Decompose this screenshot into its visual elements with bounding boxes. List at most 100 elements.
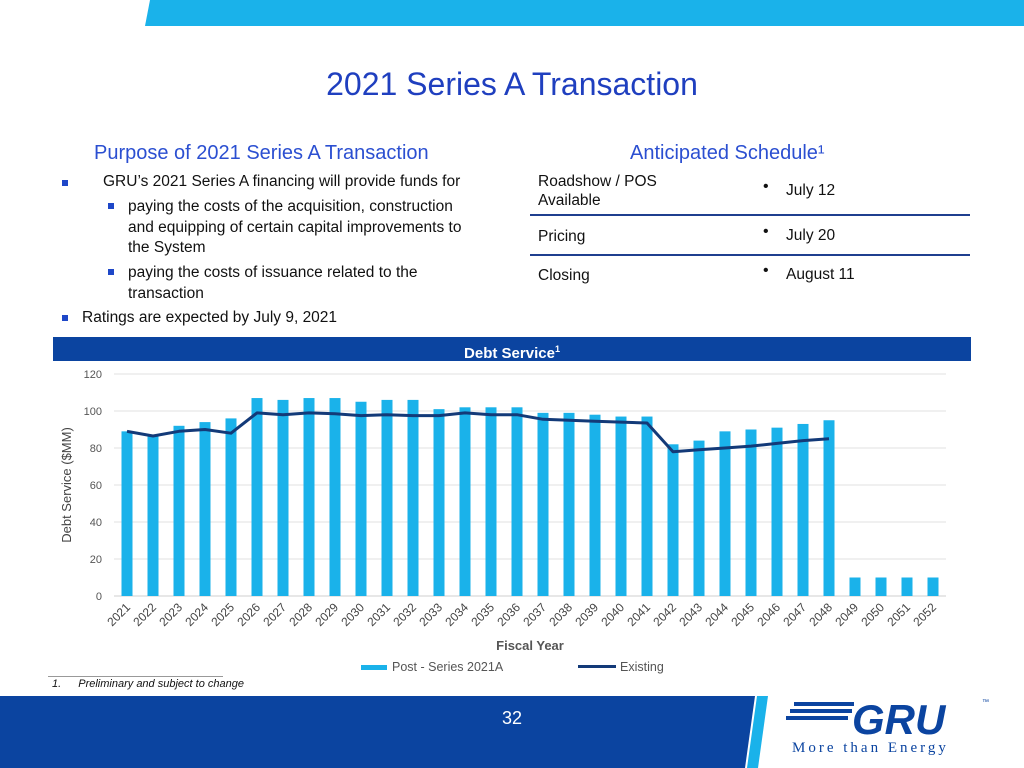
bar [355,401,367,596]
bar [225,418,237,596]
logo-tm: ™ [982,699,989,706]
x-tick-label: 2048 [806,600,835,629]
x-tick-label: 2045 [728,600,757,629]
bar [797,423,809,596]
bullet-dot-icon: • [763,178,769,195]
bar [563,412,575,596]
x-tick-label: 2042 [650,600,679,629]
y-tick-label: 40 [90,517,102,529]
x-tick-label: 2036 [494,600,523,629]
x-tick-label: 2029 [312,600,341,629]
slide-title: 2021 Series A Transaction [326,66,698,102]
logo-tagline: More than Energy [792,740,949,756]
schedule-row: Pricing • July 20 [530,216,970,256]
y-axis-label: Debt Service ($MM) [59,427,74,543]
page-number: 32 [501,708,523,728]
schedule-date: August 11 [786,266,855,283]
bottom-accent-band [0,696,768,768]
bar [485,407,497,596]
schedule-heading: Anticipated Schedule¹ [630,142,825,164]
bar [745,429,757,596]
x-tick-label: 2034 [442,600,471,629]
x-tick-label: 2027 [260,600,289,629]
y-tick-label: 20 [90,554,102,566]
bullet-dot-icon: • [763,223,769,240]
purpose-bullet-1: GRU’s 2021 Series A financing will provi… [103,173,461,190]
bar [433,409,445,596]
bar [589,414,601,596]
bar [719,431,731,596]
chart-title-bar: Debt Service1 [53,337,971,362]
schedule-row: Closing • August 11 [530,256,970,292]
x-tick-label: 2047 [780,600,809,629]
x-tick-label: 2021 [104,600,133,629]
schedule-date: July 20 [786,227,836,244]
bar [771,427,783,596]
x-tick-label: 2025 [208,600,237,629]
bar [667,444,679,596]
legend-line-label: Existing [620,660,664,674]
purpose-bullet-2: Ratings are expected by July 9, 2021 [82,309,338,326]
schedule-event: Closing [538,267,590,284]
bar [875,577,887,596]
schedule-date: July 12 [786,182,836,199]
bullet-square-icon [108,203,114,209]
purpose-subbullet-1-line3: the System [128,239,206,256]
schedule-event: Roadshow / POS Available [538,172,657,210]
x-tick-label: 2052 [910,600,939,629]
x-axis-label: Fiscal Year [496,638,564,653]
logo-mark: GRU ™ More than Energy [786,696,989,756]
bar [329,398,341,596]
bar [147,435,159,596]
y-tick-label: 120 [84,369,102,381]
x-tick-label: 2026 [234,600,263,629]
purpose-subbullet-2-line2: transaction [128,285,204,302]
schedule-event-line2: Available [538,192,601,209]
x-tick-label: 2050 [858,600,887,629]
legend-line-swatch [578,665,616,668]
x-tick-label: 2032 [390,600,419,629]
x-tick-label: 2043 [676,600,705,629]
top-accent-band [145,0,1024,26]
x-tick-label: 2040 [598,600,627,629]
x-tick-label: 2035 [468,600,497,629]
bar [381,399,393,596]
footnote-divider [48,676,223,677]
schedule-event-line1: Roadshow / POS [538,173,657,190]
purpose-subbullet-1-line1: paying the costs of the acquisition, con… [128,198,453,215]
line-series-existing [126,411,830,454]
bar [537,412,549,596]
footnote-number: 1. [52,678,62,690]
bar [173,425,185,596]
bar [121,431,133,596]
bar [849,577,861,596]
bar [927,577,939,596]
x-tick-label: 2028 [286,600,315,629]
x-tick-label: 2046 [754,600,783,629]
x-tick-label: 2039 [572,600,601,629]
legend-bar-swatch [361,665,387,670]
bar [251,398,263,596]
x-tick-label: 2023 [156,600,185,629]
bullet-square-icon [62,315,68,321]
bar [693,440,705,596]
y-tick-label: 60 [90,480,102,492]
x-tick-label: 2051 [884,600,913,629]
bar [641,416,653,596]
bar [615,416,627,596]
schedule-event: Pricing [538,228,586,245]
x-tick-label: 2031 [364,600,393,629]
x-tick-label: 2038 [546,600,575,629]
y-tick-label: 0 [96,591,102,603]
chart-title-footnote-mark: 1 [554,344,560,354]
footnote: 1. Preliminary and subject to change [52,678,244,690]
schedule-row: Roadshow / POS Available • July 12 [530,170,970,216]
bar [407,399,419,596]
bar [277,399,289,596]
bullet-square-icon [108,269,114,275]
bar [303,398,315,596]
bar [459,407,471,596]
purpose-subbullet-2-line1: paying the costs of issuance related to … [128,264,418,281]
gru-logo: GRU ™ More than Energy [786,694,996,760]
